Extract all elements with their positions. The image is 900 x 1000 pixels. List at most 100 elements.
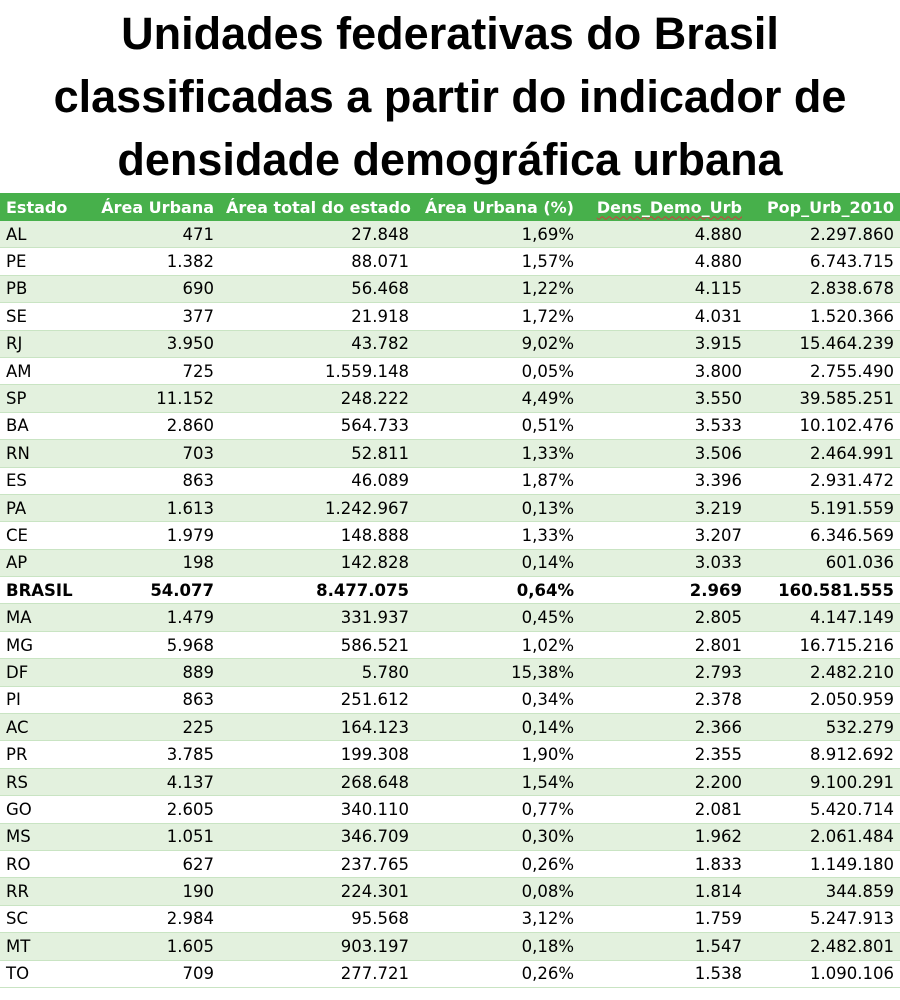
- cell-area-urbana: 690: [90, 275, 220, 304]
- table-row-total: BRASIL 54.077 8.477.075 0,64% 2.969 160.581.5…: [0, 576, 900, 605]
- cell-area-urbana-pct: 1,57%: [415, 247, 580, 276]
- cell-area-urbana-pct: 0,14%: [415, 713, 580, 742]
- cell-area-urbana-pct: 1,33%: [415, 521, 580, 550]
- cell-estado: GO: [0, 795, 90, 824]
- cell-area-total: 27.848: [220, 221, 415, 249]
- cell-area-total: 586.521: [220, 631, 415, 660]
- cell-area-total: 8.477.075: [220, 576, 415, 605]
- cell-estado: PE: [0, 247, 90, 276]
- cell-area-urbana-pct: 9,02%: [415, 330, 580, 358]
- cell-dens-demo-urb: 4.115: [580, 275, 748, 304]
- table-row: SC 2.984 95.568 3,12% 1.759 5.247.913: [0, 905, 900, 934]
- header-area-urbana: Área Urbana: [90, 193, 220, 221]
- cell-dens-demo-urb: 3.506: [580, 439, 748, 468]
- cell-area-total: 95.568: [220, 905, 415, 934]
- cell-area-urbana: 1.605: [90, 932, 220, 961]
- cell-area-urbana: 5.968: [90, 631, 220, 660]
- page-title: Unidades federativas do Brasil classific…: [0, 0, 900, 193]
- cell-area-urbana: 11.152: [90, 384, 220, 413]
- cell-area-urbana-pct: 1,87%: [415, 467, 580, 495]
- cell-area-urbana: 3.950: [90, 330, 220, 358]
- table-row: PR 3.785 199.308 1,90% 2.355 8.912.692: [0, 740, 900, 769]
- cell-area-urbana-pct: 0,30%: [415, 823, 580, 851]
- cell-area-total: 331.937: [220, 603, 415, 632]
- cell-dens-demo-urb: 3.550: [580, 384, 748, 413]
- cell-estado: CE: [0, 521, 90, 550]
- cell-area-urbana-pct: 1,69%: [415, 221, 580, 249]
- cell-pop-urb-2010: 2.297.860: [748, 221, 900, 249]
- cell-pop-urb-2010: 160.581.555: [748, 576, 900, 605]
- header-area-total: Área total do estado: [220, 193, 415, 221]
- cell-dens-demo-urb: 1.759: [580, 905, 748, 934]
- cell-dens-demo-urb: 2.355: [580, 740, 748, 769]
- cell-area-urbana-pct: 0,26%: [415, 960, 580, 988]
- cell-pop-urb-2010: 2.061.484: [748, 823, 900, 851]
- table-row: RO 627 237.765 0,26% 1.833 1.149.180: [0, 850, 900, 879]
- cell-area-urbana-pct: 0,64%: [415, 576, 580, 605]
- cell-estado: AM: [0, 357, 90, 386]
- cell-pop-urb-2010: 2.931.472: [748, 467, 900, 495]
- cell-estado: MG: [0, 631, 90, 660]
- cell-area-urbana-pct: 1,33%: [415, 439, 580, 468]
- cell-dens-demo-urb: 2.801: [580, 631, 748, 660]
- cell-pop-urb-2010: 2.838.678: [748, 275, 900, 304]
- cell-estado: AP: [0, 549, 90, 578]
- cell-area-total: 1.242.967: [220, 494, 415, 523]
- cell-area-urbana-pct: 1,54%: [415, 768, 580, 797]
- cell-estado: RN: [0, 439, 90, 468]
- table-row: ES 863 46.089 1,87% 3.396 2.931.472: [0, 467, 900, 495]
- header-pop-urb-2010: Pop_Urb_2010: [748, 193, 900, 221]
- cell-area-total: 248.222: [220, 384, 415, 413]
- cell-area-total: 52.811: [220, 439, 415, 468]
- cell-area-urbana-pct: 1,90%: [415, 740, 580, 769]
- cell-area-urbana-pct: 0,34%: [415, 686, 580, 715]
- table-row: AC 225 164.123 0,14% 2.366 532.279: [0, 713, 900, 742]
- table-row: GO 2.605 340.110 0,77% 2.081 5.420.714: [0, 795, 900, 824]
- cell-dens-demo-urb: 1.833: [580, 850, 748, 879]
- table-row: AL 471 27.848 1,69% 4.880 2.297.860: [0, 221, 900, 249]
- cell-pop-urb-2010: 5.420.714: [748, 795, 900, 824]
- cell-area-urbana: 377: [90, 302, 220, 331]
- cell-area-total: 199.308: [220, 740, 415, 769]
- cell-area-urbana: 190: [90, 877, 220, 906]
- cell-pop-urb-2010: 1.520.366: [748, 302, 900, 331]
- cell-area-total: 237.765: [220, 850, 415, 879]
- cell-estado: AL: [0, 221, 90, 249]
- data-table: Estado Área Urbana Área total do estado …: [0, 193, 900, 988]
- cell-area-urbana: 2.605: [90, 795, 220, 824]
- cell-pop-urb-2010: 15.464.239: [748, 330, 900, 358]
- cell-area-total: 56.468: [220, 275, 415, 304]
- cell-estado: AC: [0, 713, 90, 742]
- cell-dens-demo-urb: 3.219: [580, 494, 748, 523]
- title-line-3: densidade demográfica urbana: [117, 134, 783, 185]
- header-area-urbana-pct: Área Urbana (%): [415, 193, 580, 221]
- cell-area-urbana: 54.077: [90, 576, 220, 605]
- cell-pop-urb-2010: 4.147.149: [748, 603, 900, 632]
- cell-pop-urb-2010: 16.715.216: [748, 631, 900, 660]
- cell-dens-demo-urb: 1.547: [580, 932, 748, 961]
- cell-area-urbana: 1.979: [90, 521, 220, 550]
- cell-area-total: 277.721: [220, 960, 415, 988]
- cell-area-urbana: 709: [90, 960, 220, 988]
- cell-pop-urb-2010: 344.859: [748, 877, 900, 906]
- table-row: MG 5.968 586.521 1,02% 2.801 16.715.216: [0, 631, 900, 660]
- header-dens-demo-urb: Dens_Demo_Urb: [580, 193, 748, 221]
- header-row: Estado Área Urbana Área total do estado …: [0, 193, 900, 221]
- cell-area-urbana: 1.382: [90, 247, 220, 276]
- cell-area-total: 340.110: [220, 795, 415, 824]
- cell-area-urbana-pct: 1,22%: [415, 275, 580, 304]
- cell-dens-demo-urb: 4.880: [580, 221, 748, 249]
- cell-area-urbana: 1.051: [90, 823, 220, 851]
- cell-dens-demo-urb: 2.081: [580, 795, 748, 824]
- cell-area-urbana-pct: 0,05%: [415, 357, 580, 386]
- cell-estado: SC: [0, 905, 90, 934]
- cell-area-total: 903.197: [220, 932, 415, 961]
- page-title-text: Unidades federativas do Brasil classific…: [54, 2, 847, 191]
- cell-dens-demo-urb: 2.793: [580, 658, 748, 687]
- cell-area-urbana: 627: [90, 850, 220, 879]
- table-row: MA 1.479 331.937 0,45% 2.805 4.147.149: [0, 603, 900, 632]
- table-row: AP 198 142.828 0,14% 3.033 601.036: [0, 549, 900, 578]
- cell-dens-demo-urb: 1.962: [580, 823, 748, 851]
- cell-estado: RJ: [0, 330, 90, 358]
- title-line-1: Unidades federativas do Brasil: [121, 8, 779, 59]
